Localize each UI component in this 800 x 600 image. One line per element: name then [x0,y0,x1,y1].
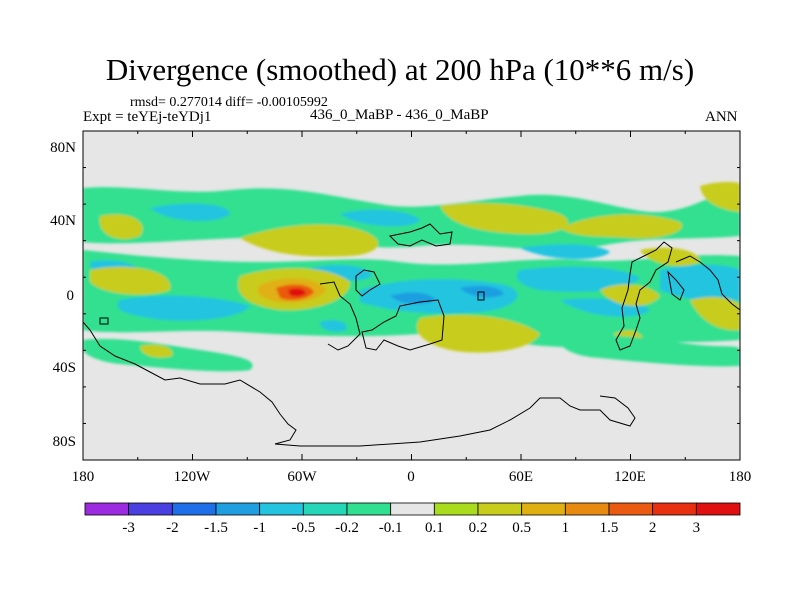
colorbar-swatch [652,502,697,516]
field-patch [600,284,660,306]
y-tick-label-40n: 40N [50,213,76,229]
colorbar-label: -1.5 [204,520,228,536]
coastline [388,223,453,247]
field-patch [560,214,682,239]
colorbar-swatch [608,502,654,516]
colorbar-swatch [84,502,130,516]
season-label: ANN [705,109,738,125]
y-tick-label-0: 0 [67,288,75,304]
field-patch [520,244,610,260]
field-patch [117,295,250,321]
colorbar-label: 0.2 [469,520,488,536]
colorbar-swatch [346,502,392,516]
colorbar-label: 1.5 [600,520,619,536]
field-patch [516,266,640,292]
field-patch [416,314,540,353]
colorbar-label: -1 [253,520,266,536]
coastline [477,291,485,301]
x-tick-label-120w: 120W [174,469,212,485]
colorbar-swatch [215,502,261,516]
colorbar-label: -0.2 [335,520,359,536]
coastline [615,241,673,351]
field-patch [340,209,420,227]
colorbar-swatch [171,502,217,516]
colorbar-label: 1 [562,520,570,536]
plot-title: Divergence (smoothed) at 200 hPa (10**6 … [105,52,695,87]
colorbar-label: 2 [649,520,657,536]
colorbar-label: -0.5 [291,520,315,536]
colorbar-label: 3 [693,520,701,536]
x-tick-label-0: 0 [407,469,415,485]
colorbar-swatch [564,502,610,516]
colorbar-label: 0.1 [425,520,444,536]
colorbar-swatch [477,502,523,516]
colorbar-label: -2 [166,520,179,536]
colorbar-swatch [695,502,741,516]
x-tick-label-120e: 120E [614,469,646,485]
axis-ticks [82,130,741,461]
x-tick-label-180w: 180 [72,469,95,485]
field-patch [90,266,171,295]
coastline [319,281,361,351]
field-patch [99,214,143,240]
colorbar-swatch [390,502,435,516]
field-patch [660,264,740,302]
field-patch [240,224,379,257]
colorbar-label: -3 [122,520,135,536]
field-patch [288,288,306,297]
field-patch [640,247,700,266]
field-patch [690,297,740,331]
coastline [355,269,381,297]
coastline [361,299,445,351]
field-patch [320,320,347,332]
x-axis-labels: 180 120W 60W 0 60E 120E 180 [72,469,752,485]
colorbar-swatch [259,502,304,516]
colorbar [84,502,741,516]
colorbar-swatch [433,502,479,516]
coastline [667,270,685,301]
colorbar-swatch [128,502,173,516]
field-patch [140,344,173,358]
divergence-field [83,182,740,372]
x-tick-label-60w: 60W [287,469,317,485]
rmsd-diff-stats: rmsd= 0.277014 diff= -0.00105992 [130,95,328,110]
colorbar-swatch [521,502,566,516]
field-patch [440,203,568,235]
y-tick-label-80s: 80S [53,434,76,450]
colorbar-swatch [302,502,348,516]
coastline [83,321,636,447]
coastlines [83,223,740,447]
coastline [99,317,109,325]
field-patch [559,334,740,367]
field-patch [150,203,230,221]
y-tick-label-80n: 80N [50,140,76,156]
experiment-label: Expt = teYEj-teYDj1 [83,109,212,125]
case-label: 436_0_MaBP - 436_0_MaBP [310,107,489,123]
field-patch [700,182,740,212]
colorbar-label: -0.1 [379,520,403,536]
coastline [675,255,740,311]
colorbar-labels: -3 -2 -1.5 -1 -0.5 -0.2 -0.1 0.1 0.2 0.5 1 1.5 2 3 [122,520,700,536]
x-tick-label-180e: 180 [729,469,752,485]
colorbar-label: 0.5 [512,520,531,536]
y-axis-labels: 80N 40N 0 40S 80S [50,140,76,450]
x-tick-label-60e: 60E [509,469,533,485]
y-tick-label-40s: 40S [53,360,76,376]
